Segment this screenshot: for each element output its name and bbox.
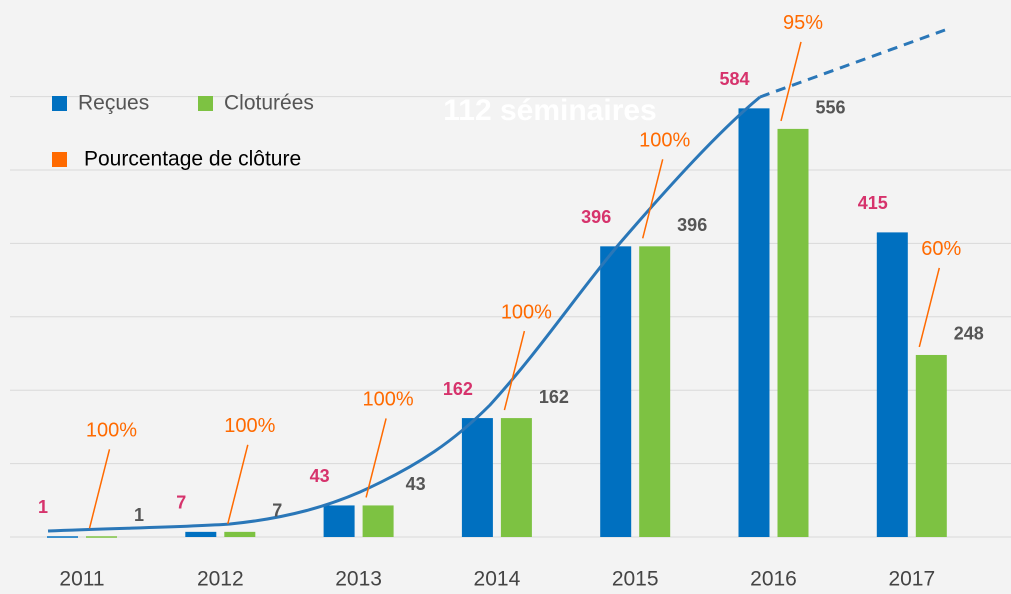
bar: [362, 505, 394, 537]
percent-label: 100%: [501, 301, 552, 323]
data-label: 396: [677, 215, 707, 235]
percent-leader: [365, 418, 387, 498]
bar: [639, 246, 671, 537]
percent-label: 100%: [224, 415, 275, 437]
legend-swatch: [52, 96, 67, 111]
bar: [224, 531, 256, 537]
x-tick-label: 2012: [197, 568, 244, 591]
legend-label: Cloturées: [224, 92, 314, 115]
legend-label: Pourcentage de clôture: [84, 148, 301, 171]
legend-label: Reçues: [78, 92, 149, 115]
bar: [86, 536, 117, 538]
data-label: 162: [539, 387, 569, 407]
legend: Reçues Cloturées Pourcentage de clôture: [52, 92, 314, 171]
bar: [738, 108, 770, 538]
percent-leader: [641, 159, 664, 239]
trend-line: [47, 95, 761, 533]
data-label: 1: [134, 505, 144, 525]
legend-swatch: [198, 96, 213, 111]
bar: [500, 418, 532, 537]
percent-label: 60%: [921, 238, 961, 260]
x-tick-label: 2016: [750, 568, 797, 591]
data-label: 1: [38, 497, 48, 517]
bar: [323, 505, 355, 537]
x-tick-label: 2015: [612, 568, 659, 591]
data-label: 7: [176, 493, 186, 513]
percent-leader: [918, 267, 941, 348]
data-label: 396: [581, 207, 611, 227]
percent-label: 100%: [86, 420, 137, 442]
data-label: 162: [443, 379, 473, 399]
bar: [461, 418, 493, 537]
x-tick-label: 2011: [59, 568, 104, 591]
percent-leader: [227, 444, 249, 525]
percent-leader: [503, 330, 526, 411]
bars: [47, 108, 947, 538]
data-label: 7: [272, 501, 282, 521]
bar: [915, 354, 947, 537]
data-label: 584: [719, 69, 749, 89]
x-tick-label: 2014: [474, 568, 521, 591]
x-tick-label: 2013: [335, 568, 382, 591]
data-label: 415: [858, 193, 888, 213]
x-tick-label: 2017: [888, 568, 935, 591]
bar: [600, 246, 632, 537]
data-label: 556: [815, 98, 845, 118]
bar: [185, 531, 217, 537]
bar: [876, 232, 908, 537]
annotation: 112 séminaires: [443, 94, 657, 127]
legend-swatch: [52, 152, 67, 167]
bar: [777, 128, 809, 537]
data-label: 248: [954, 324, 984, 344]
percent-label: 100%: [363, 389, 414, 411]
bar: [47, 536, 78, 538]
data-label: 43: [406, 474, 426, 494]
percent-leader: [88, 449, 111, 529]
percent-label: 95%: [783, 12, 823, 34]
data-label: 43: [310, 466, 330, 486]
percent-leader: [780, 41, 802, 122]
percent-label: 100%: [639, 130, 690, 152]
